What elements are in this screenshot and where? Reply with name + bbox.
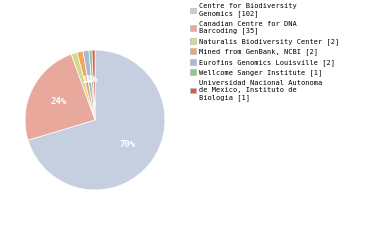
Text: 1%: 1% [81, 76, 92, 85]
Wedge shape [28, 50, 165, 190]
Text: 24%: 24% [51, 97, 67, 106]
Wedge shape [92, 50, 95, 120]
Wedge shape [77, 51, 95, 120]
Wedge shape [25, 54, 95, 140]
Text: 1%: 1% [87, 75, 98, 84]
Legend: Centre for Biodiversity
Genomics [102], Canadian Centre for DNA
Barcoding [35], : Centre for Biodiversity Genomics [102], … [190, 3, 339, 101]
Wedge shape [71, 52, 95, 120]
Text: 1%: 1% [84, 75, 95, 84]
Text: 70%: 70% [119, 140, 136, 149]
Wedge shape [83, 50, 95, 120]
Wedge shape [89, 50, 95, 120]
